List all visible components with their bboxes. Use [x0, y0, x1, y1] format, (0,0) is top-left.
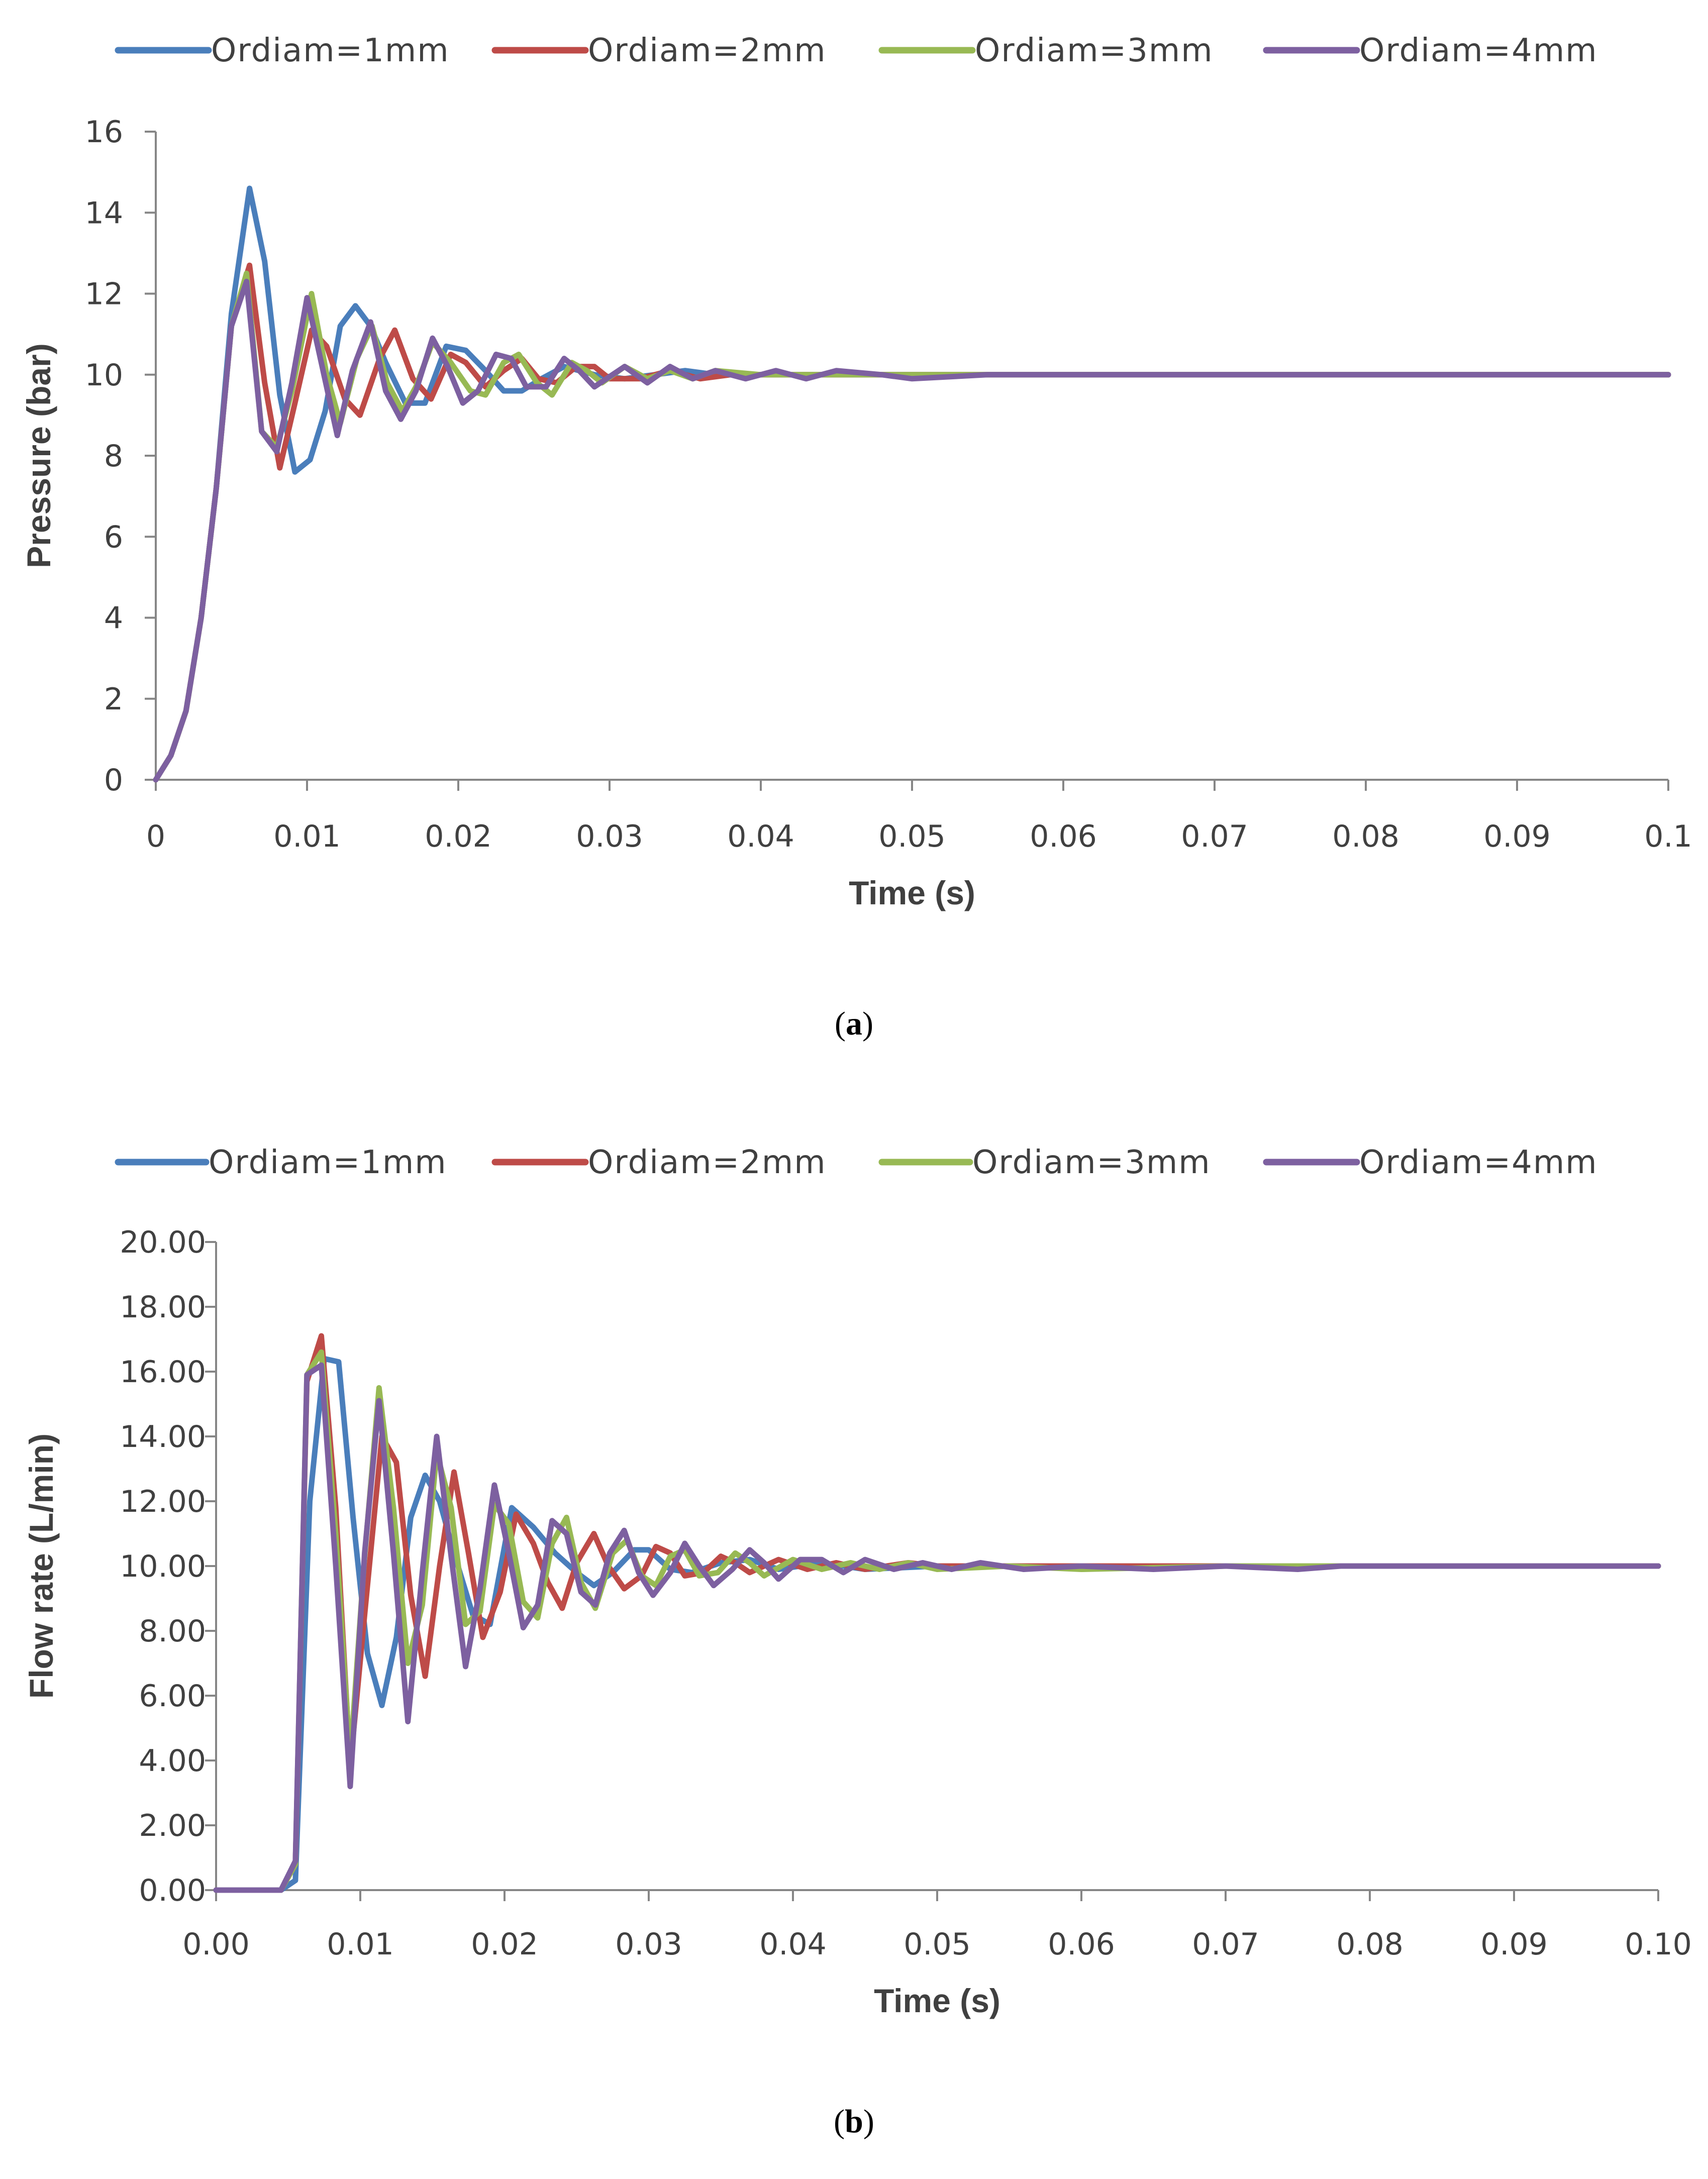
- y-tick-label: 18.00: [120, 1290, 206, 1325]
- x-tick-label: 0.01: [327, 1927, 394, 1962]
- legend-label-3: Ordiam=3mm: [972, 1144, 1211, 1181]
- caption-a: (a): [835, 1005, 873, 1042]
- legend-label-1: Ordiam=1mm: [209, 1144, 447, 1181]
- caption-b-label: b: [845, 2103, 863, 2140]
- y-tick-label: 6: [104, 520, 123, 555]
- y-tick-label: 0.00: [139, 1873, 206, 1908]
- x-tick-label: 0.1: [1644, 819, 1692, 854]
- pressure-chart: 0 2 4 6 8 10 12 14 16 0 0.01 0.02 0.03 0.04 0.05 0.06 0.…: [20, 32, 1692, 911]
- series-line-4: [213, 1362, 1661, 1893]
- legend-label-2: Ordiam=2mm: [588, 32, 827, 69]
- series-line-2: [153, 262, 1671, 783]
- legend-label-1: Ordiam=1mm: [211, 32, 450, 69]
- x-axis-title: Time (s): [849, 874, 975, 911]
- x-tick-label: 0.10: [1625, 1927, 1692, 1962]
- y-tick-label: 16: [85, 115, 123, 150]
- series-line-1: [153, 185, 1671, 783]
- x-tick-label: 0.08: [1336, 1927, 1403, 1962]
- y-axis-title: Flow rate (L/min): [23, 1433, 60, 1699]
- x-tick-label: 0.09: [1480, 1927, 1548, 1962]
- figure-b: 0.00 2.00 4.00 6.00 8.00 10.00 12.00 14.00 16.00…: [0, 1105, 1708, 2179]
- x-tick-label: 0.05: [878, 819, 946, 854]
- y-tick-label: 14.00: [120, 1419, 206, 1455]
- x-tick-label: 0.02: [471, 1927, 538, 1962]
- y-tick-label: 2: [104, 682, 123, 717]
- y-tick-label: 6.00: [139, 1679, 206, 1714]
- y-tick-label: 12: [85, 277, 123, 312]
- x-tick-label: 0.06: [1030, 819, 1097, 854]
- x-tick-label: 0.06: [1048, 1927, 1115, 1962]
- y-tick-label: 14: [85, 195, 123, 231]
- y-tick-label: 16.00: [120, 1355, 206, 1390]
- y-tick-label: 10: [85, 358, 123, 393]
- x-tick-label: 0.00: [182, 1927, 250, 1962]
- x-tick-label: 0.03: [576, 819, 643, 854]
- y-tick-label: 10.00: [120, 1549, 206, 1584]
- y-tick-label: 4.00: [139, 1743, 206, 1779]
- x-tick-label: 0.03: [615, 1927, 682, 1962]
- x-tick-label: 0.04: [727, 819, 794, 854]
- x-tick-label: 0.08: [1332, 819, 1399, 854]
- caption-a-label: a: [846, 1005, 862, 1042]
- figure-a: 0 2 4 6 8 10 12 14 16 0 0.01 0.02 0.03 0.04 0.05 0.06 0.…: [20, 32, 1692, 1042]
- legend-label-4: Ordiam=4mm: [1359, 1144, 1598, 1181]
- y-tick-label: 12.00: [120, 1484, 206, 1519]
- caption-b: (b): [834, 2103, 874, 2140]
- series-line-2: [213, 1333, 1661, 1893]
- legend-label-3: Ordiam=3mm: [975, 32, 1214, 69]
- y-tick-label: 20.00: [120, 1225, 206, 1260]
- y-tick-label: 8.00: [139, 1614, 206, 1649]
- y-tick-label: 8: [104, 439, 123, 474]
- x-tick-label: 0.02: [425, 819, 492, 854]
- legend-label-2: Ordiam=2mm: [588, 1144, 827, 1181]
- x-axis-title: Time (s): [874, 1982, 1000, 2019]
- y-tick-label: 2.00: [139, 1808, 206, 1843]
- x-tick-label: 0.07: [1181, 819, 1248, 854]
- series-line-4: [153, 278, 1671, 783]
- x-tick-label: 0.04: [759, 1927, 827, 1962]
- y-tick-label: 0: [104, 763, 123, 798]
- legend-label-4: Ordiam=4mm: [1359, 32, 1598, 69]
- x-tick-label: 0.01: [273, 819, 341, 854]
- flow-rate-chart: 0.00 2.00 4.00 6.00 8.00 10.00 12.00 14.00 16.00…: [23, 1144, 1692, 2019]
- x-tick-label: 0.07: [1192, 1927, 1259, 1962]
- x-tick-label: 0.09: [1483, 819, 1551, 854]
- x-tick-label: 0: [146, 819, 165, 854]
- y-axis-title: Pressure (bar): [20, 343, 57, 568]
- y-tick-label: 4: [104, 601, 123, 636]
- x-tick-label: 0.05: [903, 1927, 971, 1962]
